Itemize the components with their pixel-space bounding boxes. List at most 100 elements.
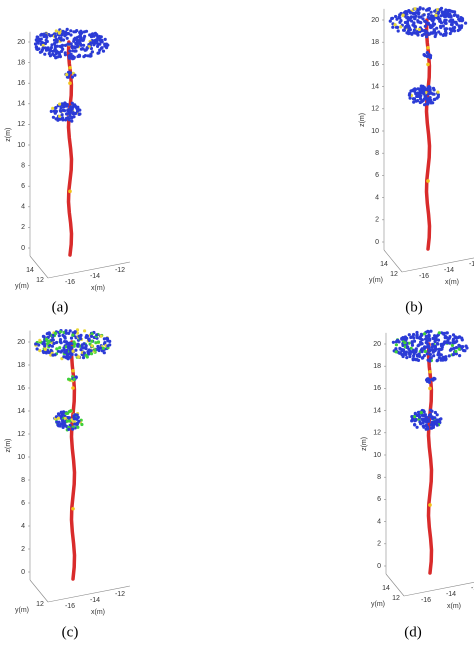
z-tick-label: 16 [17, 385, 25, 392]
point [434, 13, 438, 17]
point [458, 335, 462, 339]
x-axis-label: x(m) [447, 603, 461, 610]
point [415, 413, 419, 418]
x-tick-label: -14 [90, 597, 100, 604]
point [394, 343, 398, 347]
point [47, 52, 51, 56]
point [76, 425, 80, 429]
point [71, 368, 75, 373]
point [41, 46, 45, 50]
point [54, 117, 58, 121]
point [73, 73, 77, 77]
z-tick-label: 12 [17, 431, 25, 438]
z-tick-label: 4 [375, 194, 379, 201]
y-axis [383, 249, 403, 273]
point [420, 413, 424, 417]
point [59, 350, 63, 354]
panel-caption: (a) [52, 299, 69, 315]
point [71, 57, 75, 61]
point [44, 48, 49, 52]
point [419, 15, 423, 19]
point [34, 38, 38, 42]
point [98, 48, 102, 52]
point [419, 411, 423, 415]
point [400, 348, 404, 352]
point [407, 26, 411, 30]
point [421, 17, 425, 21]
z-tick-label: 16 [371, 61, 379, 68]
point [59, 106, 63, 110]
point [61, 108, 65, 112]
point [423, 349, 427, 354]
point [84, 29, 89, 33]
x-tick-label: -16 [65, 279, 75, 286]
point [75, 38, 79, 42]
point [413, 88, 417, 92]
point [413, 411, 417, 415]
z-tick-label: 6 [21, 500, 25, 507]
point [39, 37, 43, 41]
point [449, 18, 453, 22]
point [415, 32, 420, 36]
point [422, 410, 426, 414]
z-axis-label: z(m) [359, 113, 366, 127]
z-tick-label: 10 [17, 142, 25, 149]
point [451, 26, 455, 30]
point [35, 347, 39, 351]
panel-caption: (d) [404, 624, 422, 640]
point [75, 422, 79, 426]
point [412, 354, 416, 358]
point [411, 97, 415, 101]
point [403, 341, 407, 345]
point [71, 427, 75, 431]
z-tick-label: 10 [17, 454, 25, 461]
point [428, 356, 433, 360]
point [432, 17, 436, 21]
z-tick-label: 4 [377, 518, 381, 525]
z-tick-label: 14 [373, 407, 381, 414]
z-tick-label: 8 [21, 162, 25, 169]
point [446, 8, 450, 13]
point [452, 346, 456, 350]
point [420, 87, 424, 91]
point [394, 25, 398, 29]
y-axis [385, 573, 405, 597]
point [72, 344, 76, 348]
point [68, 49, 72, 53]
point [103, 341, 107, 345]
point [69, 336, 74, 340]
point [437, 30, 441, 34]
point [464, 21, 468, 25]
point [436, 338, 441, 342]
point [426, 344, 430, 348]
point [428, 32, 432, 36]
point [75, 331, 80, 335]
point [419, 348, 423, 352]
y-tick-label: 12 [36, 601, 44, 608]
point [48, 34, 53, 38]
point [425, 336, 429, 340]
point [80, 422, 84, 427]
point [390, 16, 394, 21]
point [54, 106, 58, 110]
z-tick-label: 16 [17, 80, 25, 87]
point [394, 14, 398, 19]
point [405, 12, 409, 16]
point [427, 8, 431, 12]
point [56, 416, 61, 420]
x-tick-label: -12 [115, 267, 125, 274]
z-tick-label: 8 [377, 474, 381, 481]
z-tick-label: 20 [373, 341, 381, 348]
point [441, 33, 445, 38]
point [47, 48, 51, 52]
point [63, 336, 67, 340]
point [73, 330, 77, 334]
point [456, 28, 460, 33]
point [51, 52, 55, 56]
point [54, 109, 59, 113]
point [431, 86, 436, 90]
point [427, 349, 431, 353]
point [52, 341, 56, 346]
point [417, 352, 421, 356]
point [426, 425, 430, 429]
